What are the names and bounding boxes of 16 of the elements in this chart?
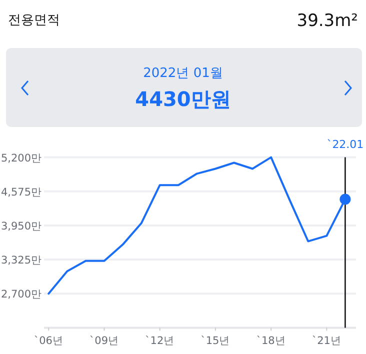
y-tick-label: 2,700만 [0, 288, 42, 301]
x-tick-label: `06년 [34, 335, 64, 347]
y-tick-label: 4,575만 [0, 186, 42, 198]
text: 4430만원 [135, 87, 231, 111]
y-tick-label: 5,200만 [0, 152, 42, 164]
x-tick-label: `15년 [200, 335, 230, 347]
ref-line-label: `22.01 [326, 138, 364, 151]
y-tick-label: 3,325만 [0, 254, 42, 267]
text: 2022년 01월 [143, 66, 223, 81]
x-tick-label: `12년 [145, 335, 175, 347]
y-tick-label: 3,950만 [0, 220, 42, 232]
x-tick-label: `18년 [256, 335, 286, 347]
x-tick-label: `09년 [89, 335, 120, 347]
text: 전용면적 [8, 13, 60, 28]
x-tick-label: `21년 [312, 335, 342, 347]
text: 39.3m² [296, 11, 358, 31]
